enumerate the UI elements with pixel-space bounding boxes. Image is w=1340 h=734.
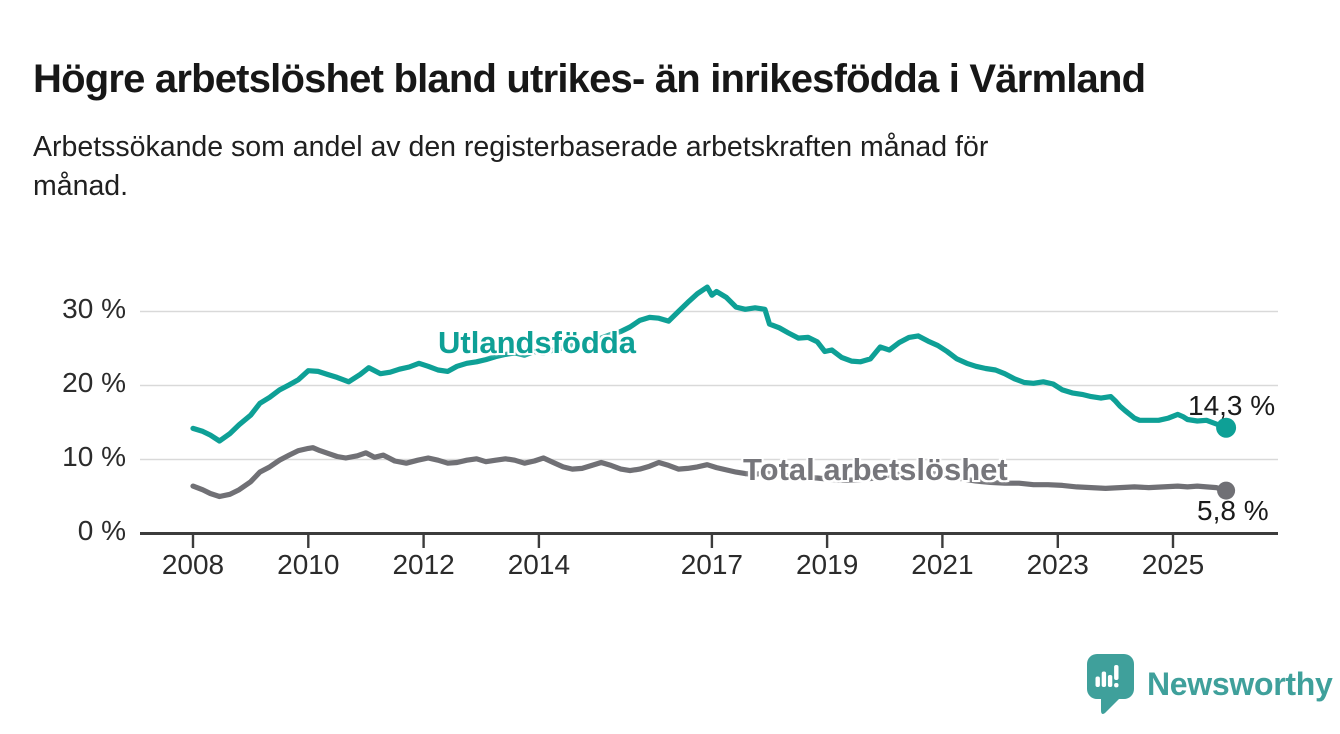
series-end-dot-1 xyxy=(1217,481,1236,500)
y-tick-label: 30 % xyxy=(62,292,126,324)
page-title: Högre arbetslöshet bland utrikes- än inr… xyxy=(33,56,1146,101)
newsworthy-logo-icon xyxy=(1087,654,1134,714)
x-tick-label: 2012 xyxy=(392,549,455,580)
series-end-dot-0 xyxy=(1216,417,1237,438)
series-line-1 xyxy=(190,445,1229,500)
x-tick-label: 2021 xyxy=(911,549,974,580)
end-value-label-total-arbetsloshet: 5,8 % xyxy=(1197,495,1269,526)
series-label-total-arbetsloshet: Total arbetslöshet xyxy=(743,452,1008,487)
x-tick-label: 2010 xyxy=(277,549,340,580)
x-tick-label: 2017 xyxy=(680,549,743,580)
x-tick-label: 2008 xyxy=(161,549,225,580)
page-subtitle-line-1: Arbetssökande som andel av den registerb… xyxy=(33,131,989,163)
end-value-label-utlandsfodda: 14,3 % xyxy=(1188,390,1276,421)
series-line-0 xyxy=(190,284,1229,444)
newsworthy-wordmark: Newsworthy xyxy=(1147,665,1333,702)
x-tick-label: 2014 xyxy=(507,549,571,580)
x-tick-label: 2019 xyxy=(795,549,859,580)
series-label-utlandsfodda: Utlandsfödda xyxy=(438,325,637,360)
newsworthy-brand: Newsworthy xyxy=(1087,654,1333,714)
x-tick-label: 2025 xyxy=(1141,549,1205,580)
page-subtitle-line-2: månad. xyxy=(33,170,129,202)
x-tick-label: 2023 xyxy=(1026,549,1089,580)
page-subtitle: Arbetssökande som andel av den registerb… xyxy=(33,128,1273,206)
y-tick-label: 20 % xyxy=(62,366,126,398)
y-tick-label: 10 % xyxy=(62,440,126,472)
y-tick-label: 0 % xyxy=(77,514,126,546)
